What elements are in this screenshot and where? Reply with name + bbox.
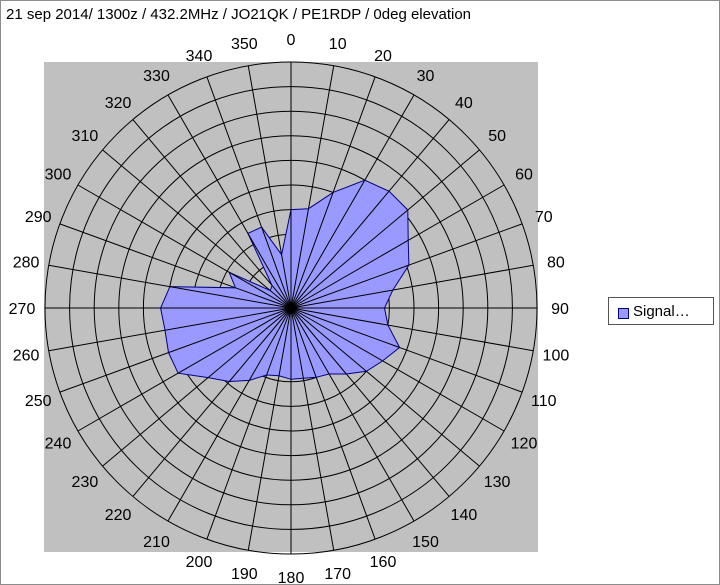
angle-label: 60 [515, 167, 533, 184]
angle-label: 300 [45, 167, 72, 184]
angle-label: 160 [370, 554, 397, 571]
angle-label: 340 [186, 48, 213, 65]
data-point [228, 271, 292, 309]
data-point [278, 307, 292, 376]
angle-label: 110 [531, 393, 557, 410]
angle-label: 200 [186, 554, 213, 571]
angle-labels: 0 10 20 30 40 50 60 70 80 90 100 110 120 130 140 150 160… [9, 32, 570, 585]
data-point [207, 307, 292, 378]
data-point [248, 307, 292, 381]
data-point [290, 307, 383, 362]
legend-label: Signal… [633, 302, 690, 320]
data-point [235, 287, 292, 309]
legend-swatch [618, 308, 629, 319]
data-point [266, 307, 292, 376]
angle-label: 220 [105, 507, 132, 524]
data-point [290, 209, 409, 309]
angle-label: 40 [455, 95, 473, 112]
data-point [290, 289, 393, 309]
data-point [281, 254, 292, 309]
angle-label: 90 [551, 301, 569, 318]
data-point [164, 307, 292, 331]
data-point [261, 226, 292, 309]
angle-label: 170 [324, 566, 351, 583]
data-point [290, 239, 409, 309]
angle-label: 320 [105, 95, 132, 112]
angle-label: 240 [45, 436, 72, 453]
chart-title: 21 sep 2014/ 1300z / 432.2MHz / JO21QK /… [6, 6, 472, 23]
data-point [290, 179, 366, 309]
data-point [290, 190, 390, 309]
data-point [290, 208, 309, 309]
angle-label: 330 [143, 68, 170, 85]
angle-label: 120 [511, 436, 538, 453]
angle-label: 280 [13, 254, 40, 271]
angle-label: 30 [417, 68, 435, 85]
angle-label: 210 [143, 534, 170, 551]
data-point [269, 290, 292, 309]
center-marker [285, 302, 297, 314]
angle-label: 10 [329, 36, 347, 53]
data-point [177, 307, 292, 374]
legend: Signal… [608, 297, 714, 325]
angle-label: 350 [231, 36, 258, 53]
data-point [290, 307, 347, 375]
data-point [290, 307, 304, 379]
angle-label: 290 [25, 209, 52, 226]
series-layer [160, 179, 410, 383]
angle-label: 100 [543, 348, 570, 365]
angle-label: 140 [451, 507, 478, 524]
angle-label: 20 [374, 48, 392, 65]
data-point [290, 264, 410, 309]
data-point [271, 285, 292, 309]
angle-label: 190 [231, 566, 258, 583]
data-point [247, 233, 292, 309]
angle-label: 180 [278, 570, 305, 585]
angle-label: 250 [25, 393, 52, 410]
angle-label: 260 [13, 348, 40, 365]
grid-spoke [102, 149, 292, 309]
angle-label: 70 [535, 209, 553, 226]
data-point [168, 307, 292, 354]
data-point [290, 307, 400, 348]
angle-label: 230 [72, 474, 99, 491]
data-point [290, 192, 334, 309]
angle-label: 0 [287, 32, 296, 49]
angle-label: 50 [488, 128, 506, 145]
angle-label: 130 [484, 474, 511, 491]
data-point [290, 307, 317, 378]
data-point [290, 307, 330, 375]
angle-label: 310 [72, 128, 99, 145]
data-point [169, 286, 292, 309]
angle-label: 80 [547, 254, 565, 271]
data-point [290, 307, 388, 326]
angle-label: 270 [9, 301, 36, 318]
grid-spoke [132, 119, 292, 309]
angle-label: 150 [412, 534, 439, 551]
data-point [228, 307, 292, 382]
data-point [290, 307, 367, 372]
